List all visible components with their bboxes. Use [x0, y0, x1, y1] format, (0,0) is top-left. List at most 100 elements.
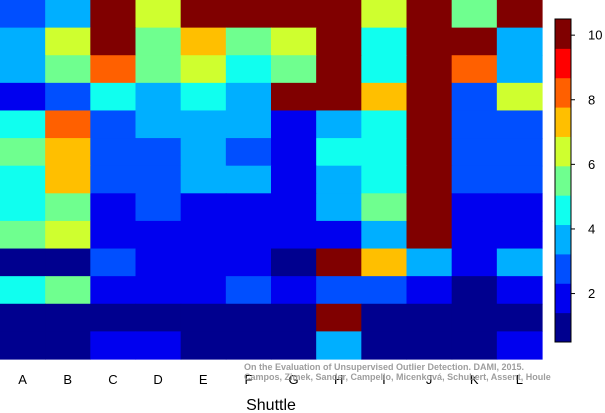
heatmap-cell — [316, 220, 362, 250]
colorbar-segment — [555, 195, 571, 226]
x-axis-title: Shuttle — [246, 397, 296, 413]
heatmap-cell — [406, 82, 453, 112]
heatmap-cell — [45, 193, 91, 222]
heatmap-cell — [225, 303, 272, 332]
heatmap-cell — [451, 276, 498, 305]
heatmap-cell — [135, 0, 182, 29]
heatmap-cell — [271, 248, 317, 277]
heatmap-cell — [361, 248, 408, 277]
heatmap-cell — [90, 110, 137, 139]
heatmap-cell — [45, 165, 91, 194]
heatmap-cell — [180, 27, 227, 56]
heatmap-cell — [271, 27, 317, 56]
heatmap-cell — [135, 27, 182, 56]
heatmap-cell — [316, 193, 362, 222]
heatmap-cell — [225, 0, 272, 29]
heatmap-cell — [451, 165, 498, 194]
heatmap-cell — [225, 331, 272, 360]
heatmap-cell — [135, 331, 182, 360]
heatmap-cell — [90, 220, 137, 250]
heatmap-cell — [135, 55, 182, 84]
heatmap-cell — [180, 303, 227, 332]
heatmap-cell — [0, 165, 46, 194]
heatmap-cell — [135, 303, 182, 332]
heatmap-cell — [451, 138, 498, 167]
heatmap-cell — [45, 248, 91, 277]
heatmap-cell — [361, 220, 408, 250]
heatmap-cell — [180, 276, 227, 305]
heatmap-cell — [135, 193, 182, 222]
heatmap-cell — [180, 248, 227, 277]
heatmap-cell — [271, 303, 317, 332]
citation-watermark: On the Evaluation of Unsupervised Outlie… — [244, 362, 604, 382]
heatmap-cell — [451, 248, 498, 277]
heatmap-cell — [361, 0, 408, 29]
heatmap-cell — [225, 82, 272, 112]
heatmap-cell — [316, 55, 362, 84]
heatmap-cell — [406, 110, 453, 139]
heatmap-cell — [225, 110, 272, 139]
colorbar-tick-label: 6 — [588, 157, 595, 172]
heatmap-cell — [361, 276, 408, 305]
colorbar-tick-label: 4 — [588, 221, 595, 236]
heatmap-cell — [451, 55, 498, 84]
heatmap-cell — [225, 193, 272, 222]
heatmap-cell — [406, 220, 453, 250]
heatmap-cell — [225, 27, 272, 56]
heatmap-cell — [180, 110, 227, 139]
heatmap-cell — [271, 138, 317, 167]
heatmap-cell — [496, 193, 543, 222]
colorbar-segment — [555, 107, 571, 137]
heatmap-cell — [0, 303, 46, 332]
citation-line-1: On the Evaluation of Unsupervised Outlie… — [244, 362, 525, 372]
x-tick-label: A — [18, 372, 27, 387]
heatmap-cell — [225, 248, 272, 277]
heatmap-cell — [451, 331, 498, 360]
colorbar-segment — [555, 136, 571, 167]
heatmap-cell — [451, 110, 498, 139]
heatmap-cell — [316, 0, 362, 29]
heatmap-cell — [496, 165, 543, 194]
x-tick-label: J — [426, 372, 433, 387]
heatmap-cell — [316, 110, 362, 139]
heatmap-cell — [271, 55, 317, 84]
heatmap-cell — [316, 331, 362, 360]
x-tick-label: C — [108, 372, 117, 387]
heatmap-cell — [406, 331, 453, 360]
heatmap-cell — [45, 220, 91, 250]
heatmap-cell — [361, 82, 408, 112]
heatmap-cell — [451, 82, 498, 112]
heatmap-cell — [316, 138, 362, 167]
colorbar-segment — [555, 283, 571, 314]
colorbar-tick-label: 8 — [588, 92, 595, 107]
x-tick-label: F — [244, 372, 252, 387]
heatmap-cell — [135, 220, 182, 250]
heatmap-cell — [316, 303, 362, 332]
heatmap-cell — [90, 0, 137, 29]
heatmap-cell — [135, 82, 182, 112]
heatmap-cell — [406, 276, 453, 305]
colorbar-frame — [554, 18, 572, 343]
heatmap-cell — [451, 220, 498, 250]
citation-line-2: Campos, Zimek, Sander, Campello, Micenko… — [244, 372, 551, 382]
heatmap-cell — [271, 0, 317, 29]
heatmap-cell — [271, 82, 317, 112]
x-tick-label: I — [382, 372, 386, 387]
heatmap-cell — [406, 193, 453, 222]
heatmap-cell — [90, 165, 137, 194]
x-tick-label: G — [289, 372, 299, 387]
heatmap-cell — [316, 248, 362, 277]
heatmap-cell — [90, 303, 137, 332]
heatmap-cell — [406, 165, 453, 194]
heatmap-cell — [361, 331, 408, 360]
heatmap-cell — [135, 165, 182, 194]
heatmap-cell — [406, 303, 453, 332]
heatmap-cell — [271, 110, 317, 139]
heatmap-cell — [496, 55, 543, 84]
heatmap-cell — [225, 138, 272, 167]
heatmap-cell — [316, 276, 362, 305]
colorbar-segment — [555, 312, 571, 343]
heatmap-cell — [225, 55, 272, 84]
heatmap-cell — [90, 331, 137, 360]
